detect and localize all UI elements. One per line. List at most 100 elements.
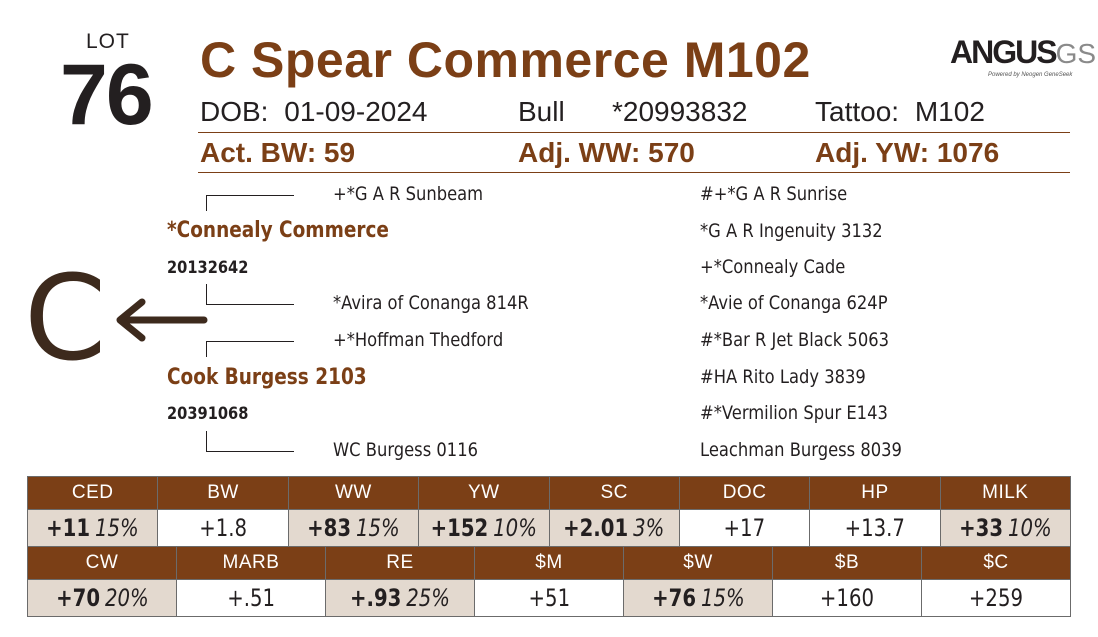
epd-cell: +259 [921,579,1071,617]
dam-dam-name: WC Burgess 0116 [333,439,478,461]
sire-sire-name: +*G A R Sunbeam [333,183,484,205]
sire-sire-line [206,195,294,196]
epd-percentile: 3% [633,514,665,542]
epd-value: +70 [55,584,100,612]
dob-group: DOB: 01-09-2024 [200,96,427,128]
epd-cell: +17 [678,509,811,547]
animal-name: C Spear Commerce M102 [200,32,811,88]
epd-header-row: CW MARB RE $M $W $B $C [27,546,1071,580]
tattoo-group: Tattoo: M102 [815,96,985,128]
epd-value: +2.01 [563,514,629,542]
epd-cell: +2.01 3% [548,509,680,547]
ancestor-5: #*Bar R Jet Black 5063 [700,329,890,351]
divider-top [198,132,1070,133]
sex-value: Bull [518,96,565,127]
adjusted-yearling-weight: Adj. YW: 1076 [815,137,1000,168]
epd-percentile: 25% [406,584,451,612]
logo-text: ANGUS [950,34,1058,70]
epd-cell: +11 15% [26,509,159,547]
epd-label: CED [26,476,159,510]
sire-bracket-top [206,195,207,211]
logo-suffix: GS [1055,38,1097,69]
epd-label: $M [474,546,624,580]
epd-label: $B [772,546,922,580]
epd-cell: +160 [772,579,922,617]
epd-label: YW [418,476,550,510]
epd-header-row: CED BW WW YW SC DOC HP MILK [26,476,1072,510]
epd-cell: +13.7 [809,509,941,547]
epd-cell: +83 15% [287,509,420,547]
logo-tagline: Powered by Neogen GeneSeek [988,72,1073,78]
epd-value: +160 [819,584,875,612]
epd-value: +76 [651,584,696,612]
epd-percentile: 10% [493,514,538,542]
arrow-left-icon [116,298,208,342]
dam-sire-name: +*Hoffman Thedford [333,329,504,351]
epd-percentile: 15% [95,514,139,542]
epd-cell: +1.8 [157,509,289,547]
epd-value: +1.8 [199,514,247,542]
epd-cell: +.93 25% [325,579,475,617]
epd-cell: +51 [474,579,624,617]
lot-number: 76 [60,47,154,143]
tattoo-value: M102 [914,96,985,127]
epd-label: $W [623,546,773,580]
epd-label: RE [325,546,475,580]
ancestor-8: Leachman Burgess 8039 [700,439,902,461]
epd-label: CW [27,546,177,580]
epd-value: +.51 [227,584,275,612]
dam-bracket-top [206,341,207,357]
epd-label: DOC [678,476,811,510]
epd-value: +11 [46,514,91,542]
adjusted-weaning-weight: Adj. WW: 570 [518,137,695,168]
epd-cell: +152 10% [418,509,550,547]
ancestor-1: #+*G A R Sunrise [700,183,848,205]
epd-label: MILK [939,476,1072,510]
dob-label: DOB: [200,96,269,127]
tattoo-label: Tattoo: [815,96,900,127]
epd-cell: +70 20% [27,579,177,617]
dam-dam-line [206,451,294,452]
dam-sire-line [206,341,294,342]
epd-value: +83 [307,514,352,542]
epd-percentile: 15% [355,514,400,542]
epd-value: +17 [723,514,766,542]
sire-name: *Connealy Commerce [167,218,389,243]
sire-dam-name: *Avira of Conanga 814R [333,292,529,314]
sire-dam-line [206,304,294,305]
epd-value: +13.7 [844,514,906,542]
epd-label: BW [157,476,289,510]
epd-value: +259 [968,584,1024,612]
ancestor-3: +*Connealy Cade [700,256,846,278]
ancestor-2: *G A R Ingenuity 3132 [700,220,883,242]
actual-birth-weight: Act. BW: 59 [200,137,356,168]
epd-percentile: 20% [104,584,149,612]
dob-value: 01-09-2024 [284,96,428,127]
epd-value-row: +70 20% +.51 +.93 25% +51 +76 15% +160 +259 [27,579,1071,617]
epd-value: +51 [528,584,570,612]
epd-value-row: +11 15% +1.8 +83 15% +152 10% +2.01 3% +17 +… [26,509,1072,547]
epd-label: HP [809,476,941,510]
sire-bracket-bottom [206,284,207,304]
angus-gs-logo: ANGUSGS Powered by Neogen GeneSeek [950,34,1096,84]
dam-bracket-bottom [206,431,207,451]
registration-number: *20993832 [612,96,748,127]
epd-table-row1: CED BW WW YW SC DOC HP MILK +11 15% +1.8 … [26,476,1072,547]
ranch-brand-symbol: C [24,249,107,387]
dam-name: Cook Burgess 2103 [167,365,367,390]
epd-label: WW [287,476,420,510]
epd-value: +33 [959,514,1003,542]
epd-value: +152 [430,514,489,542]
lot-label: LOT [86,30,130,53]
ancestor-7: #*Vermilion Spur E143 [700,402,888,424]
epd-percentile: 10% [1007,514,1052,542]
epd-label: MARB [176,546,326,580]
epd-value: +.93 [349,584,402,612]
epd-cell: +76 15% [623,579,773,617]
divider-bottom [198,172,1070,173]
ancestor-4: *Avie of Conanga 624P [700,292,888,314]
epd-percentile: 15% [700,584,745,612]
dam-reg: 20391068 [167,404,249,424]
epd-table-row2: CW MARB RE $M $W $B $C +70 20% +.51 +.93 2… [27,546,1071,617]
epd-cell: +33 10% [939,509,1072,547]
